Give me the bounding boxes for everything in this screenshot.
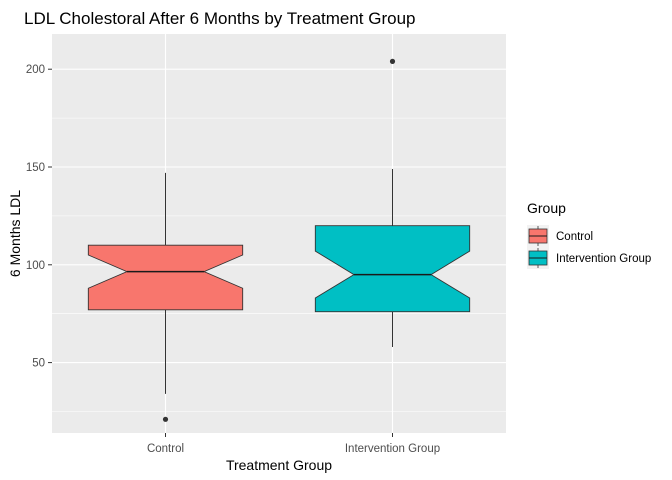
x-tick-label: Control — [147, 443, 184, 455]
box-1 — [314, 225, 471, 313]
legend-label: Intervention Group — [556, 253, 651, 265]
outlier-point — [389, 58, 396, 64]
x-axis-title: Treatment Group — [226, 457, 332, 473]
legend-label: Control — [556, 231, 593, 243]
y-tick-label: 50 — [32, 358, 45, 370]
y-tick-label: 150 — [26, 162, 45, 174]
x-tick-label: Intervention Group — [345, 443, 440, 455]
y-axis: 50 100 150 200 — [26, 64, 52, 370]
legend: Group Control Intervention Group — [527, 200, 651, 269]
y-axis-title: 6 Months LDL — [7, 190, 23, 277]
box-0 — [87, 244, 244, 311]
y-tick-label: 200 — [26, 64, 45, 76]
box-group — [87, 58, 471, 422]
y-tick-label: 100 — [26, 260, 45, 272]
outlier-point — [162, 416, 169, 422]
legend-title: Group — [527, 200, 566, 216]
x-axis: Control Intervention Group — [147, 433, 440, 455]
chart-title: LDL Cholestoral After 6 Months by Treatm… — [24, 9, 416, 28]
